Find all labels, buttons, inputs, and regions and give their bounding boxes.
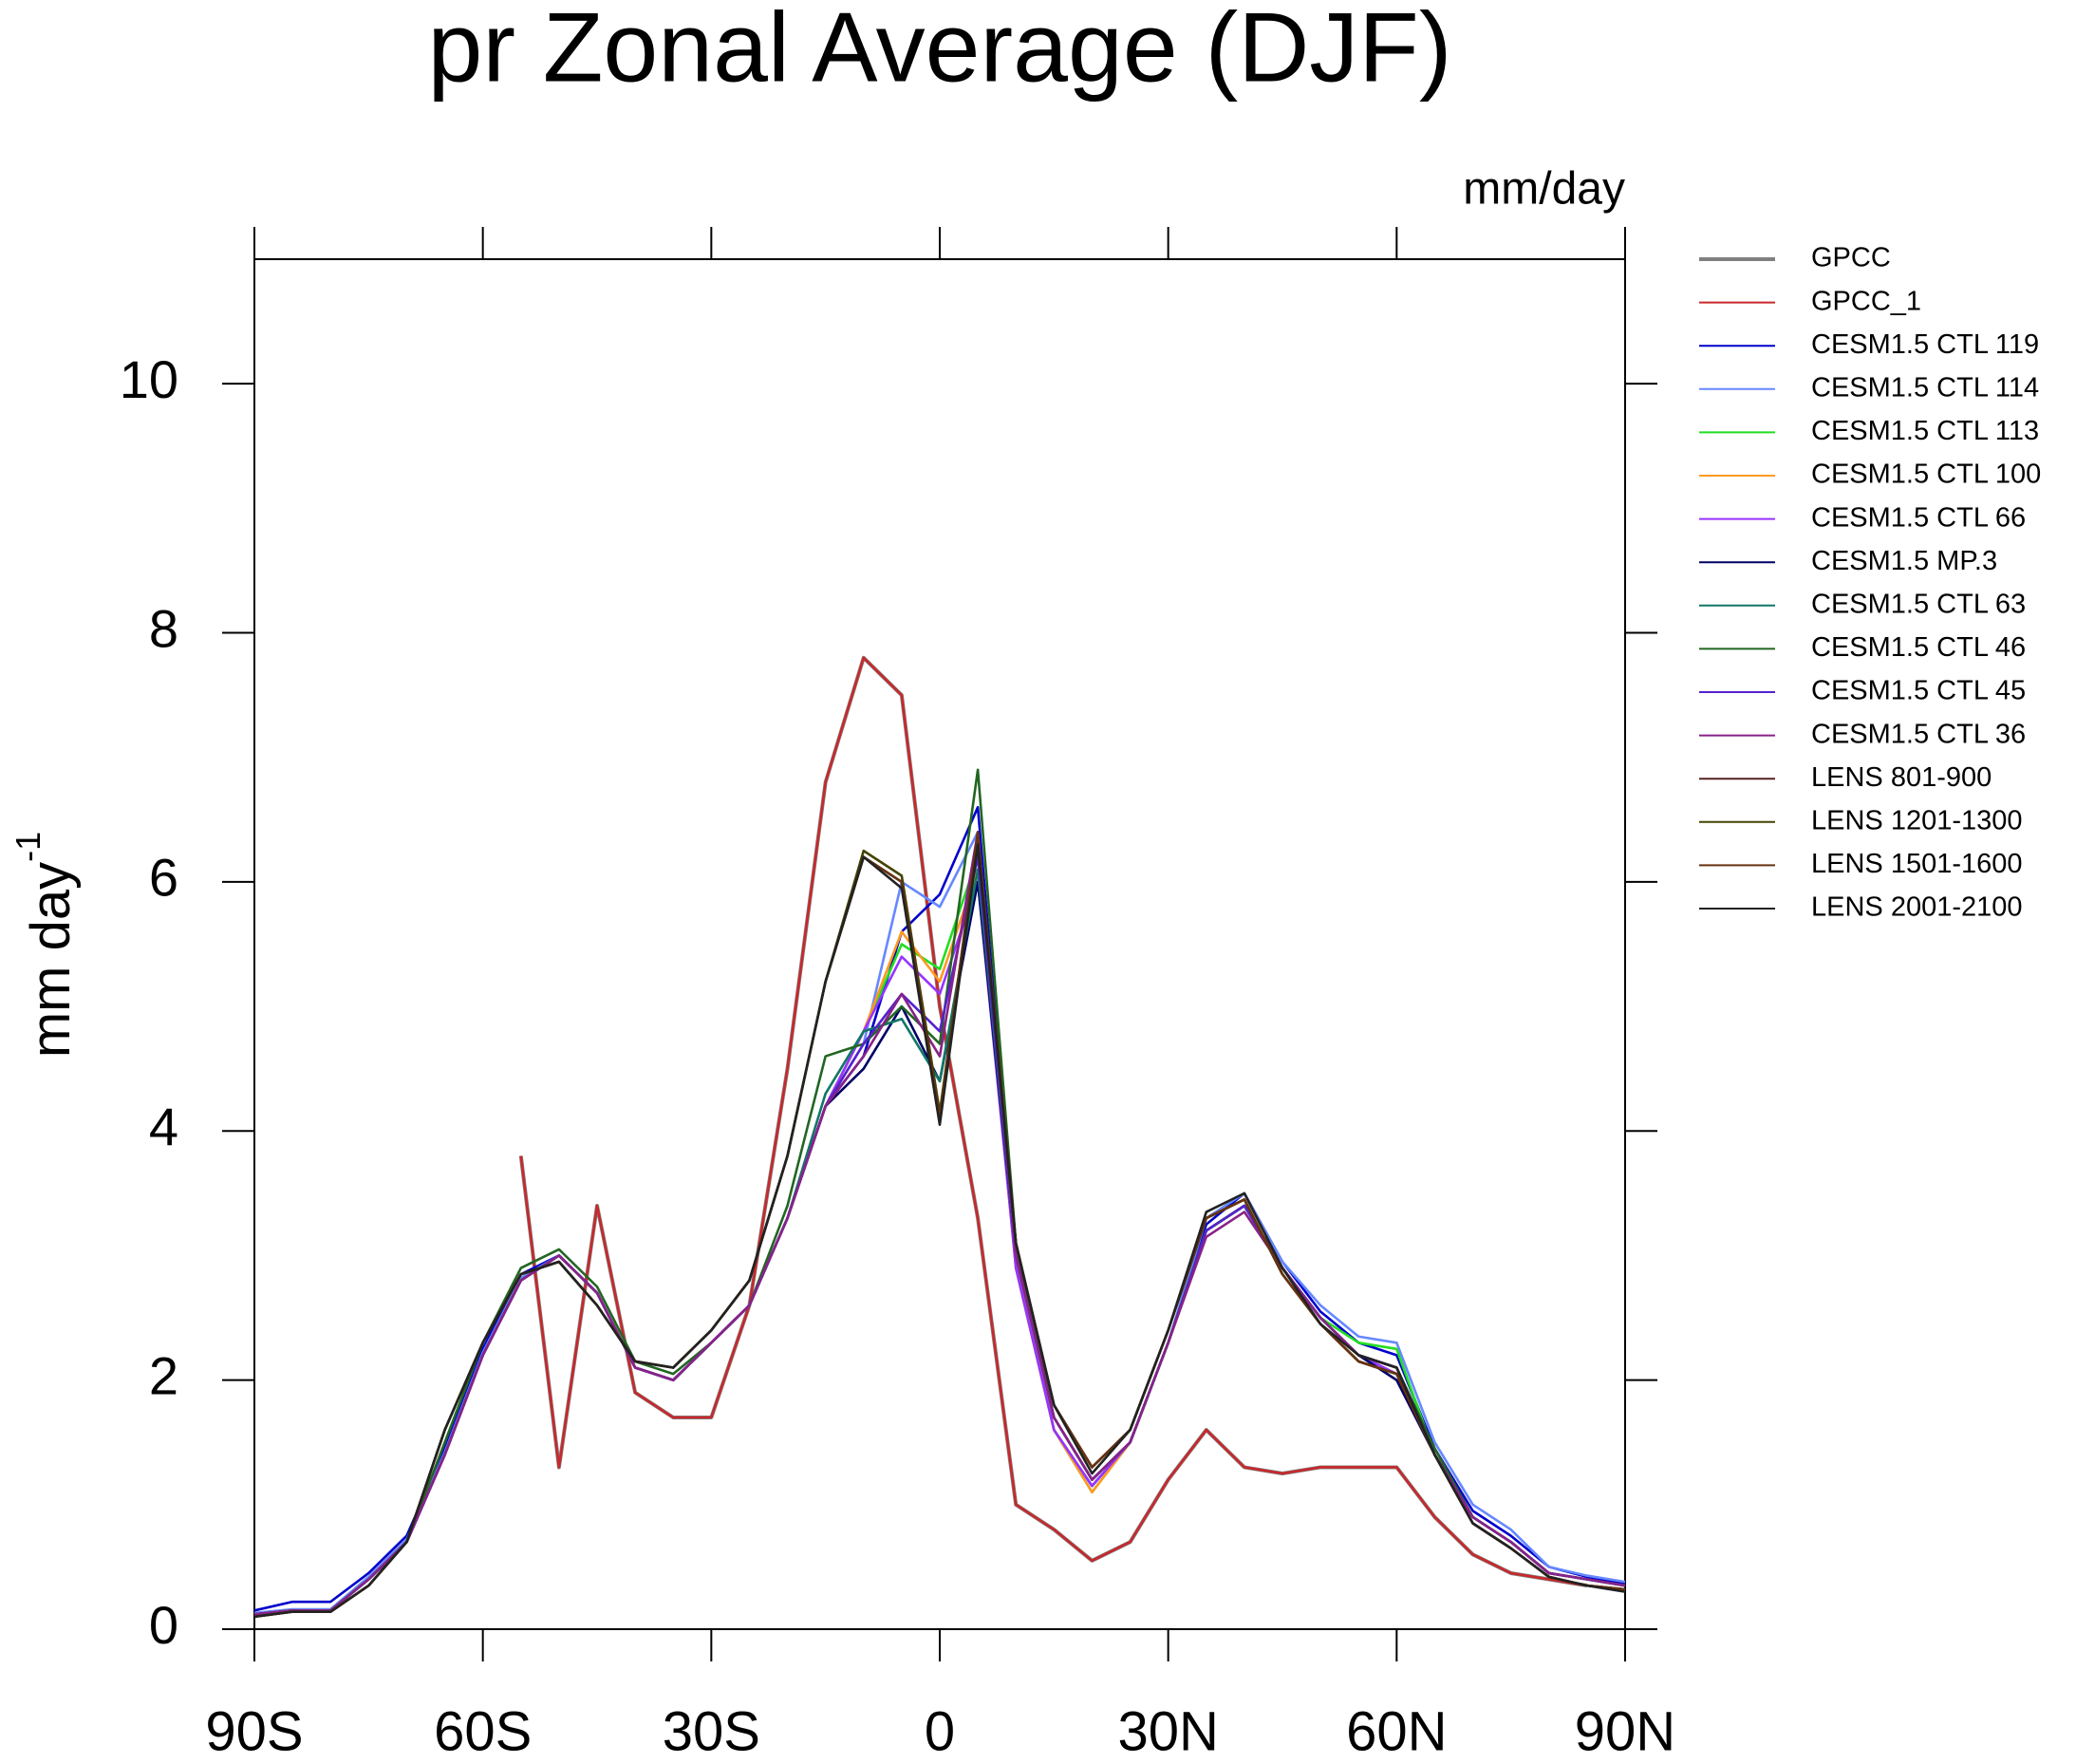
legend-label: CESM1.5 CTL 100 [1811, 460, 2041, 490]
series-line [253, 855, 1626, 1616]
y-tick-label: 2 [149, 1345, 178, 1405]
legend-label: CESM1.5 CTL 66 [1811, 502, 2026, 533]
y-tick-label: 4 [149, 1097, 178, 1156]
y-axis-title-superscript: -1 [9, 832, 47, 862]
series-line [253, 768, 1626, 1616]
legend-label: LENS 2001-2100 [1811, 892, 2023, 923]
series-line [518, 655, 1588, 1588]
chart-title: pr Zonal Average (DJF) [428, 0, 1452, 103]
legend-label: GPCC_1 [1811, 286, 1921, 316]
x-tick-label: 60S [434, 1700, 532, 1762]
series-line [253, 868, 1626, 1616]
series-line [253, 805, 1626, 1612]
y-tick-label: 8 [149, 598, 178, 658]
x-tick-label: 90N [1575, 1700, 1675, 1762]
legend-label: LENS 1201-1300 [1811, 805, 2023, 835]
y-tick-label: 10 [120, 349, 178, 409]
x-tick-label: 30N [1117, 1700, 1218, 1762]
series-line [253, 843, 1626, 1619]
legend-label: CESM1.5 CTL 119 [1811, 329, 2039, 360]
y-tick-label: 0 [149, 1595, 178, 1655]
legend-label: GPCC [1811, 243, 1891, 273]
y-axis-title-main: mm day [20, 862, 82, 1058]
legend-label: CESM1.5 MP.3 [1811, 546, 1997, 576]
x-tick-label: 90S [205, 1700, 303, 1762]
legend-label: CESM1.5 CTL 45 [1811, 676, 2026, 706]
legend-label: CESM1.5 CTL 46 [1811, 632, 2026, 663]
x-tick-label: 60N [1346, 1700, 1447, 1762]
series-line [253, 880, 1626, 1616]
series-line [253, 855, 1626, 1616]
series-line [253, 843, 1626, 1619]
legend-label: LENS 1501-1600 [1811, 849, 2023, 879]
legend-label: LENS 801-900 [1811, 762, 1992, 793]
x-tick-label: 30S [663, 1700, 760, 1762]
series-line [519, 656, 1588, 1587]
legend-label: CESM1.5 CTL 36 [1811, 719, 2026, 749]
legend-label: CESM1.5 CTL 113 [1811, 416, 2039, 446]
legend-label: CESM1.5 CTL 114 [1811, 372, 2039, 403]
units-label: mm/day [1463, 164, 1625, 215]
legend-label: CESM1.5 CTL 63 [1811, 589, 2026, 619]
y-axis-title: mm day-1 [9, 832, 83, 1058]
x-tick-label: 0 [925, 1700, 955, 1762]
y-tick-label: 6 [149, 848, 178, 908]
